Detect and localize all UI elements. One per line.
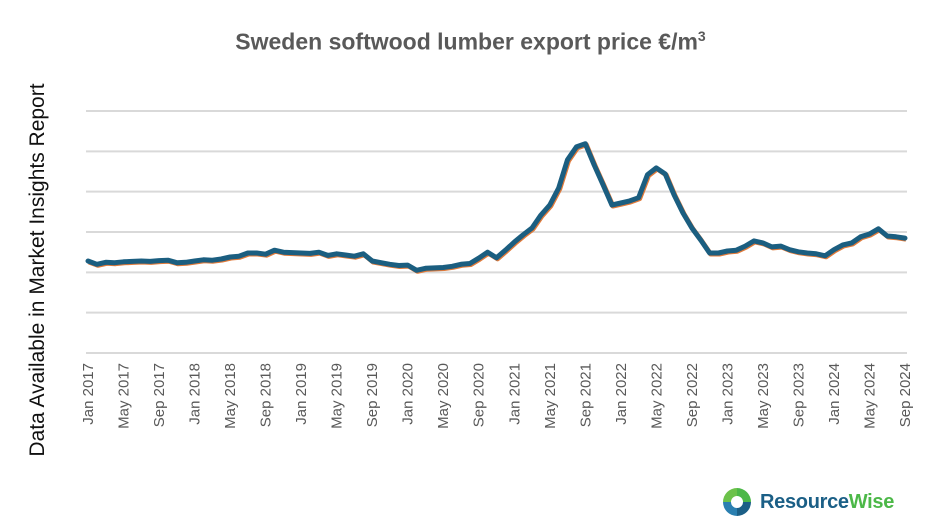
logo-icon — [723, 488, 751, 516]
x-tick-label: May 2018 — [222, 363, 239, 429]
series-line-export-price — [85, 141, 908, 273]
chart-title-text: Sweden softwood lumber export price €/m — [235, 28, 698, 55]
x-tick-label: May 2022 — [648, 363, 665, 429]
x-tick-label: Jan 2021 — [506, 363, 523, 425]
x-tick-label: Sep 2020 — [471, 363, 488, 427]
x-tick-label: May 2020 — [435, 363, 452, 429]
x-tick-label: May 2024 — [861, 363, 878, 429]
chart-title-superscript: 3 — [697, 28, 706, 44]
x-tick-label: May 2021 — [542, 363, 559, 429]
x-tick-label: Sep 2018 — [258, 363, 275, 427]
x-tick-label: May 2019 — [329, 363, 346, 429]
logo-text-wise: Wise — [848, 490, 895, 513]
x-tick-label: Sep 2019 — [364, 363, 381, 427]
logo-text: ResourceWise — [760, 491, 894, 514]
resourcewise-logo: ResourceWise — [720, 485, 894, 519]
series-line-shadow — [88, 142, 907, 274]
x-tick-label: Sep 2023 — [790, 363, 807, 427]
x-tick-label: May 2017 — [116, 363, 133, 429]
x-tick-label: Jan 2020 — [400, 363, 417, 425]
logo-text-resource: Resource — [760, 490, 849, 513]
x-tick-label: Jan 2023 — [719, 363, 736, 425]
x-tick-label: Sep 2024 — [897, 363, 914, 427]
x-tick-label: Jan 2018 — [187, 363, 204, 425]
x-tick-label: Jan 2024 — [826, 363, 843, 425]
chart-title: Sweden softwood lumber export price €/m3 — [0, 28, 941, 56]
x-tick-label: Sep 2021 — [577, 363, 594, 427]
x-tick-label: Jan 2019 — [293, 363, 310, 425]
x-tick-label: Sep 2017 — [151, 363, 168, 427]
x-tick-label: Jan 2017 — [80, 363, 97, 425]
x-tick-label: Jan 2022 — [613, 363, 630, 425]
x-tick-label: May 2023 — [755, 363, 772, 429]
x-tick-label: Sep 2022 — [684, 363, 701, 427]
